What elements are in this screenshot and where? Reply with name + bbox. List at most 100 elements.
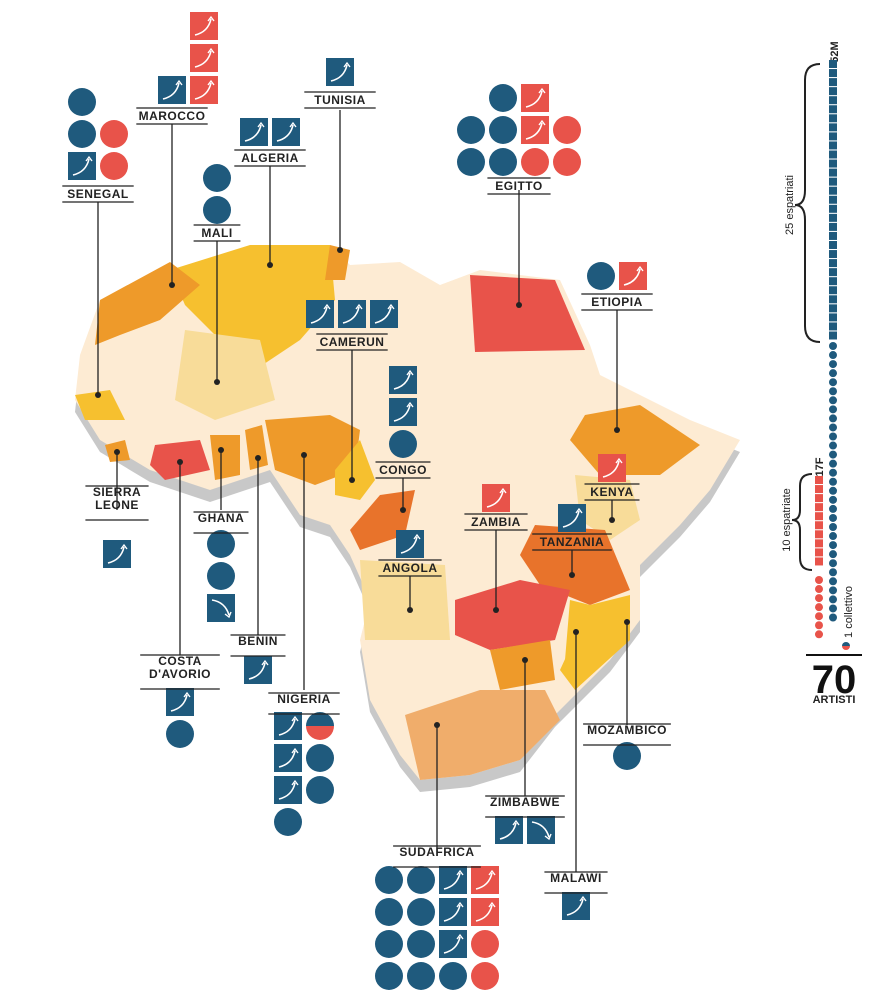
country-group: ANGOLA <box>378 530 442 577</box>
country-group: EGITTO <box>457 84 581 195</box>
legend-male-expat-square <box>829 96 837 105</box>
square-arrow-up-icon <box>240 118 268 146</box>
legend-male-expat-square <box>829 259 837 268</box>
country-label: SUDAFRICA <box>399 845 474 859</box>
legend-male-expat-square <box>829 60 837 68</box>
legend-male-dot <box>829 577 837 586</box>
square-arrow-up-icon <box>326 58 354 86</box>
circle-icon <box>489 148 517 176</box>
legend-collective-label: 1 collettivo <box>843 586 855 638</box>
country-group: SIERRA LEONE <box>85 485 149 568</box>
legend-male-dot <box>829 532 837 541</box>
legend-male-dot <box>829 568 837 577</box>
region-egypt <box>470 275 585 352</box>
region-tanzania <box>520 525 630 605</box>
legend-male-dot <box>829 504 837 513</box>
country-group: TUNISIA <box>304 58 376 109</box>
legend-male-dot <box>829 523 837 531</box>
region-mozambique <box>560 595 630 690</box>
country-label: ALGERIA <box>241 151 299 165</box>
legend-female-expat-square <box>815 512 823 521</box>
square-arrow-up-icon <box>558 504 586 532</box>
square-arrow-up-icon <box>103 540 131 568</box>
circle-icon <box>207 562 235 590</box>
legend-male-expat-square <box>829 114 837 123</box>
legend-male-expat-square <box>829 331 837 340</box>
legend-male-expat-square <box>829 159 837 168</box>
half-circle-icon <box>306 712 334 740</box>
country-group: MOZAMBICO <box>583 723 671 770</box>
country-label: MAROCCO <box>139 109 206 123</box>
legend-female-expat-square <box>815 476 823 484</box>
circle-icon <box>471 930 499 958</box>
country-group: BENIN <box>230 634 286 684</box>
region-mali <box>175 330 275 420</box>
circle-icon <box>306 744 334 772</box>
country-label: ZIMBABWE <box>490 795 560 809</box>
legend-male-dot <box>829 450 837 459</box>
square-arrow-up-icon <box>244 656 272 684</box>
region-zimbabwe <box>490 640 555 690</box>
legend-male-dot <box>829 468 837 477</box>
circle-icon <box>407 866 435 894</box>
legend-male-dot <box>829 459 837 468</box>
square-arrow-up-icon <box>396 530 424 558</box>
legend-male-dot <box>829 477 837 486</box>
square-arrow-up-icon <box>190 12 218 40</box>
square-arrow-up-icon <box>68 152 96 180</box>
legend-female-dot <box>815 612 823 621</box>
country-group: ETIOPIA <box>581 262 653 311</box>
total-number: 70 <box>812 658 857 702</box>
brace-expat-male <box>794 63 821 343</box>
country-group: KENYA <box>584 454 640 501</box>
legend-male-dot <box>829 495 837 504</box>
circle-icon <box>587 262 615 290</box>
square-arrow-up-icon <box>482 484 510 512</box>
circle-icon <box>68 88 96 116</box>
square-arrow-up-icon <box>389 398 417 426</box>
legend-male-expat-square <box>829 241 837 249</box>
country-group: ZAMBIA <box>464 484 528 531</box>
circle-icon <box>489 84 517 112</box>
legend-female-dot <box>815 594 823 603</box>
legend-male-dot <box>829 613 837 622</box>
country-group: ALGERIA <box>234 118 306 167</box>
legend-expat-female-label: 10 espatriate <box>781 488 793 552</box>
legend-male-expat-square <box>829 195 837 204</box>
legend-male-dot <box>829 550 837 559</box>
country-label: GHANA <box>198 511 245 525</box>
country-label: KENYA <box>590 485 633 499</box>
circle-icon <box>471 962 499 990</box>
circle-icon <box>521 148 549 176</box>
country-label: ANGOLA <box>383 561 438 575</box>
legend-male-expat-square <box>829 150 837 159</box>
circle-icon <box>203 196 231 224</box>
country-label: TUNISIA <box>314 93 366 107</box>
legend-male-dot <box>829 541 837 550</box>
region-cameroon <box>335 440 375 500</box>
legend-female-expat-square <box>815 503 823 512</box>
brace-expat-female <box>791 473 813 571</box>
circle-icon <box>407 898 435 926</box>
legend-male-dot <box>829 414 837 423</box>
circle-icon <box>553 116 581 144</box>
legend-female-expat-square <box>815 539 823 548</box>
square-arrow-up-icon <box>166 688 194 716</box>
country-group: MAROCCO <box>136 12 218 125</box>
leader-dots <box>95 247 630 728</box>
circle-icon <box>375 866 403 894</box>
legend-male-expat-square <box>829 277 837 286</box>
country-group: NIGERIA <box>268 692 340 836</box>
legend-male-dot <box>829 351 837 360</box>
country-label: TANZANIA <box>540 535 604 549</box>
country-label: CAMERUN <box>320 335 385 349</box>
square-arrow-up-icon <box>619 262 647 290</box>
region-nigeria <box>265 415 360 485</box>
region-senegal <box>75 390 125 420</box>
total-label: ARTISTI <box>813 694 856 706</box>
legend-male-expat-square <box>829 204 837 213</box>
country-group: SUDAFRICA <box>375 845 499 990</box>
circle-icon <box>203 164 231 192</box>
square-arrow-up-icon <box>598 454 626 482</box>
